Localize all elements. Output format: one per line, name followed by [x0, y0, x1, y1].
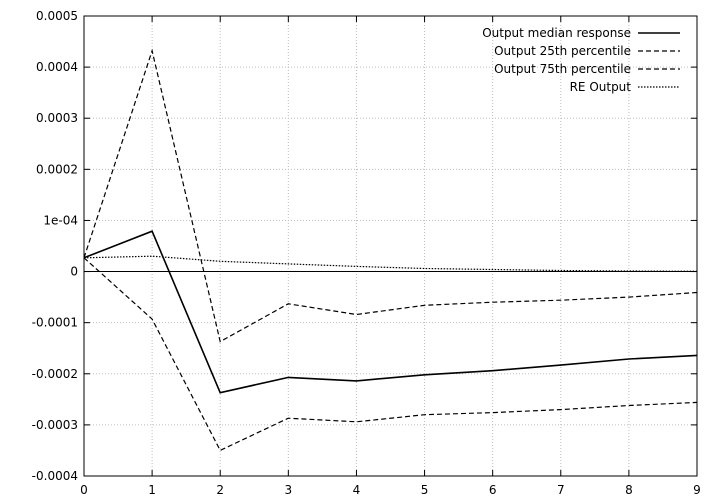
x-tick-label: 1: [148, 483, 156, 497]
x-tick-label: 9: [693, 483, 701, 497]
x-tick-label: 6: [489, 483, 497, 497]
x-tick-label: 2: [216, 483, 224, 497]
x-axis: 0 1 2 3 4 5 6 7 8 9: [80, 16, 701, 497]
y-axis: 0.0005 0.0004 0.0003 0.0002 1e-04 0 -0.0001 -0.…: [32, 9, 697, 483]
y-tick-label: 0.0002: [36, 162, 78, 176]
x-tick-label: 0: [80, 483, 88, 497]
x-tick-label: 4: [353, 483, 361, 497]
y-tick-label: 0.0005: [36, 9, 78, 23]
y-tick-label: 0.0004: [36, 60, 78, 74]
legend-label: RE Output: [570, 80, 632, 94]
plot-frame: [83, 15, 698, 477]
legend-label: Output median response: [482, 26, 631, 40]
series-line-re-output: [83, 255, 698, 272]
legend-label: Output 75th percentile: [494, 62, 631, 76]
series-line-output-75th-percentile: [83, 257, 698, 452]
legend: Output median response Output 25th percen…: [482, 26, 680, 94]
legend-label: Output 25th percentile: [494, 44, 631, 58]
y-tick-label: -0.0004: [32, 469, 78, 483]
series-line-output-25th-percentile: [83, 48, 698, 343]
series-layer: [83, 48, 698, 452]
series-line-output-median-response: [83, 230, 698, 394]
y-tick-label: 0: [70, 265, 78, 279]
y-tick-label: -0.0002: [32, 367, 78, 381]
y-tick-label: -0.0001: [32, 316, 78, 330]
x-tick-label: 7: [557, 483, 565, 497]
x-tick-label: 8: [625, 483, 633, 497]
x-tick-label: 3: [285, 483, 293, 497]
y-tick-label: -0.0003: [32, 418, 78, 432]
y-tick-label: 0.0003: [36, 111, 78, 125]
y-tick-label: 1e-04: [43, 213, 78, 227]
x-tick-label: 5: [421, 483, 429, 497]
